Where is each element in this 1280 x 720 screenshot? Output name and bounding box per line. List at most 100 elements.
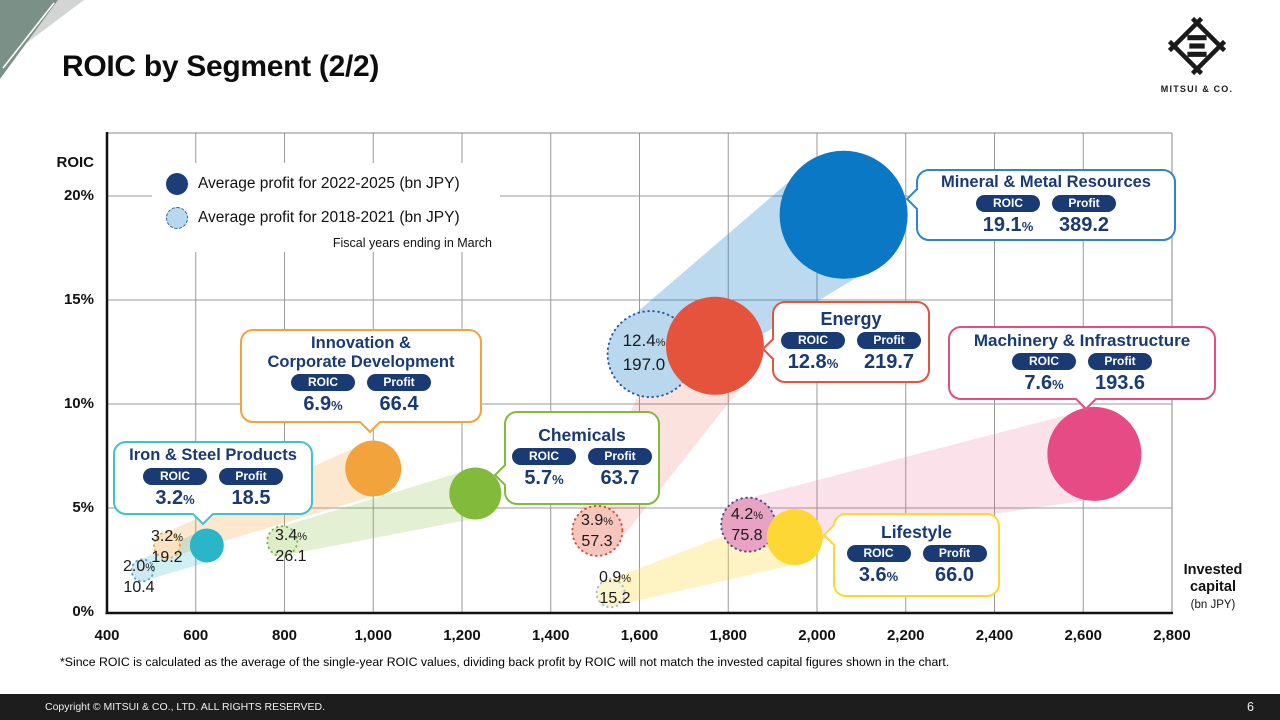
x-tick-label: 2,800: [1153, 627, 1191, 644]
y-tick-label: 5%: [72, 499, 94, 516]
x-tick-label: 600: [183, 627, 209, 644]
x-tick-label: 1,800: [709, 627, 748, 644]
callout-energy: Energy ROIC Profit 12.8% 219.7: [761, 301, 930, 383]
profit-value: 63.7: [600, 466, 640, 489]
logo-wordmark: MITSUI & CO.: [1160, 84, 1234, 94]
callout-badges: ROIC Profit: [922, 194, 1170, 212]
bubble-lifestyle-current: [766, 509, 823, 566]
callout-values: 3.2% 18.5: [119, 486, 307, 512]
badge-roic: ROIC: [846, 544, 911, 562]
corner-decoration: [0, 0, 84, 79]
callout-badges: ROIC Profit: [778, 331, 924, 349]
bubble-innovation-corporate-development-past: [152, 531, 181, 560]
x-tick-label: 2,600: [1064, 627, 1103, 644]
legend-past-label: Average profit for 2018-2021 (bn JPY): [198, 209, 460, 226]
beam-machinery-infrastructure: [743, 410, 1104, 550]
x-tick-label: 2,200: [886, 627, 925, 644]
badge-roic: ROIC: [976, 194, 1040, 212]
callout-badges: ROIC Profit: [839, 544, 994, 562]
past-profit-value: 15.2: [599, 590, 631, 607]
company-logo: MITSUI & CO.: [1150, 14, 1244, 94]
callout-title: Machinery & Infrastructure: [973, 330, 1191, 350]
x-tick-label: 2,400: [975, 627, 1014, 644]
bubble-chemicals-current: [449, 467, 502, 520]
roic-value: 3.2%: [155, 486, 195, 509]
y-axis-title: ROIC: [56, 154, 95, 171]
roic-value: 3.6%: [858, 563, 899, 586]
callout-chemicals: Chemicals ROIC Profit 5.7% 63.7: [493, 411, 660, 505]
bubble-energy-past: [571, 504, 624, 557]
x-tick-label: 2,000: [798, 627, 836, 644]
x-tick-label: 400: [94, 627, 120, 644]
x-tick-label: 800: [271, 627, 298, 644]
callout-values: 3.6% 66.0: [839, 563, 994, 589]
callout-badges: ROIC Profit: [246, 374, 476, 391]
y-tick-label: 10%: [63, 395, 94, 412]
footer-bar: Copyright © MITSUI & CO., LTD. ALL RIGHT…: [0, 694, 1280, 720]
profit-value: 66.4: [379, 393, 419, 415]
callout-title: Chemicals: [538, 424, 626, 445]
past-value-label-energy: 3.9% 57.3: [581, 511, 613, 552]
badge-roic: ROIC: [512, 447, 576, 465]
past-profit-value: 75.8: [731, 527, 763, 544]
past-value-label-lifestyle: 0.9% 15.2: [599, 568, 631, 609]
y-tick-label: 15%: [63, 291, 94, 308]
bubble-machinery-infrastructure-current: [1047, 406, 1142, 501]
beam-chemicals: [278, 469, 482, 556]
past-roic-value: 0.9%: [598, 569, 632, 586]
callout-badges: ROIC Profit: [954, 352, 1210, 370]
past-profit-value: 19.2: [151, 549, 183, 566]
x-axis-title-line2: (bn JPY): [1190, 599, 1236, 611]
profit-value: 18.5: [231, 486, 271, 509]
badge-profit: Profit: [857, 331, 921, 349]
past-roic-value: 2.0%: [122, 558, 156, 575]
callout-badges: ROIC Profit: [510, 447, 654, 465]
mitsui-igeta-icon: [1167, 16, 1227, 76]
callout-title: Iron & Steel Products: [129, 445, 297, 464]
badge-profit: Profit: [588, 447, 652, 465]
roic-value: 19.1%: [982, 213, 1034, 236]
callout-innovation-corporate-development: Innovation & Corporate Development ROIC Pro…: [240, 329, 482, 434]
past-roic-value: 3.4%: [274, 527, 308, 544]
x-tick-label: 1,000: [354, 627, 393, 644]
badge-profit: Profit: [1052, 194, 1116, 212]
past-roic-value: 4.2%: [730, 506, 764, 523]
callout-mineral-metal-resources: Mineral & Metal Resources ROIC Profit 19.1%…: [905, 169, 1176, 241]
past-value-label-innovation-corporate-development: 3.2% 19.2: [151, 527, 183, 568]
legend-note: Fiscal years ending in March: [332, 236, 492, 250]
callout-title: Innovation & Corporate Development: [267, 334, 455, 371]
legend-row-current: Average profit for 2022-2025 (bn JPY): [152, 167, 500, 201]
page-title: ROIC by Segment (2/2): [62, 50, 380, 83]
callout-values: 12.8% 219.7: [778, 350, 924, 376]
y-tick-label: 0%: [72, 603, 94, 620]
callout-badges: ROIC Profit: [119, 467, 307, 485]
legend-past-bubble-icon: [166, 207, 188, 229]
legend-current-label: Average profit for 2022-2025 (bn JPY): [198, 175, 460, 192]
past-profit-value: 10.4: [123, 579, 155, 596]
badge-profit: Profit: [367, 374, 431, 391]
callout-title: Mineral & Metal Resources: [941, 172, 1151, 191]
profit-value: 219.7: [863, 350, 915, 373]
badge-roic: ROIC: [781, 331, 845, 349]
x-tick-label: 1,200: [443, 627, 481, 644]
roic-value: 6.9%: [303, 393, 343, 415]
past-profit-value: 197.0: [622, 355, 666, 374]
bubble-energy-current: [665, 296, 764, 395]
callout-title: Energy: [820, 308, 882, 329]
page-number: 6: [1247, 700, 1254, 714]
roic-value: 7.6%: [1024, 371, 1064, 394]
badge-profit: Profit: [1088, 352, 1152, 370]
callout-iron-steel-products: Iron & Steel Products ROIC Profit 3.2% 18.5: [113, 441, 313, 526]
callout-machinery-infrastructure: Machinery & Infrastructure ROIC Profit 7.6%…: [948, 326, 1216, 411]
past-value-label-machinery-infrastructure: 4.2% 75.8: [731, 505, 763, 546]
x-tick-label: 1,600: [620, 627, 659, 644]
profit-value: 193.6: [1094, 371, 1146, 394]
legend-current-bubble-icon: [166, 173, 188, 195]
roic-value: 12.8%: [787, 350, 839, 373]
past-roic-value: 12.4%: [622, 331, 666, 350]
bubble-lifestyle-past: [595, 578, 626, 609]
callout-title: Lifestyle: [881, 521, 952, 542]
